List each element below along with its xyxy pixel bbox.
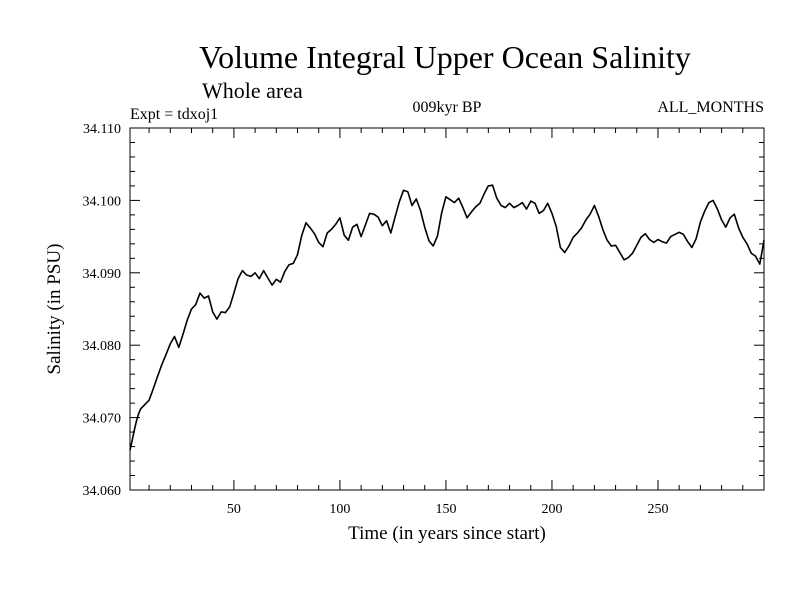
plot-frame [129,127,765,491]
minor-ticks [130,128,764,490]
expt-label: Expt = tdxoj1 [130,106,218,123]
period-label: 009kyr BP [413,99,482,116]
y-tick-label: 34.110 [83,122,121,137]
y-tick-labels: 34.060 34.070 34.080 34.090 34.100 34.110 [83,122,122,499]
x-tick-label: 200 [541,502,562,517]
months-label: ALL_MONTHS [657,99,764,116]
x-tick-label: 150 [435,502,456,517]
y-tick-label: 34.080 [83,339,122,354]
major-ticks [130,127,764,491]
x-axis-label: Time (in years since start) [348,523,546,544]
salinity-series-line [129,184,765,451]
y-tick-label: 34.070 [83,412,122,427]
chart-subtitle: Whole area [202,78,303,103]
y-tick-label: 34.060 [83,484,122,499]
chart-title: Volume Integral Upper Ocean Salinity [199,39,691,75]
x-tick-label: 250 [647,502,668,517]
x-tick-labels: 50 100 150 200 250 [227,502,669,517]
x-tick-label: 100 [329,502,350,517]
y-axis-label: Salinity (in PSU) [44,244,65,375]
y-tick-label: 34.100 [83,194,122,209]
x-tick-label: 50 [227,502,241,517]
y-tick-label: 34.090 [83,267,122,282]
